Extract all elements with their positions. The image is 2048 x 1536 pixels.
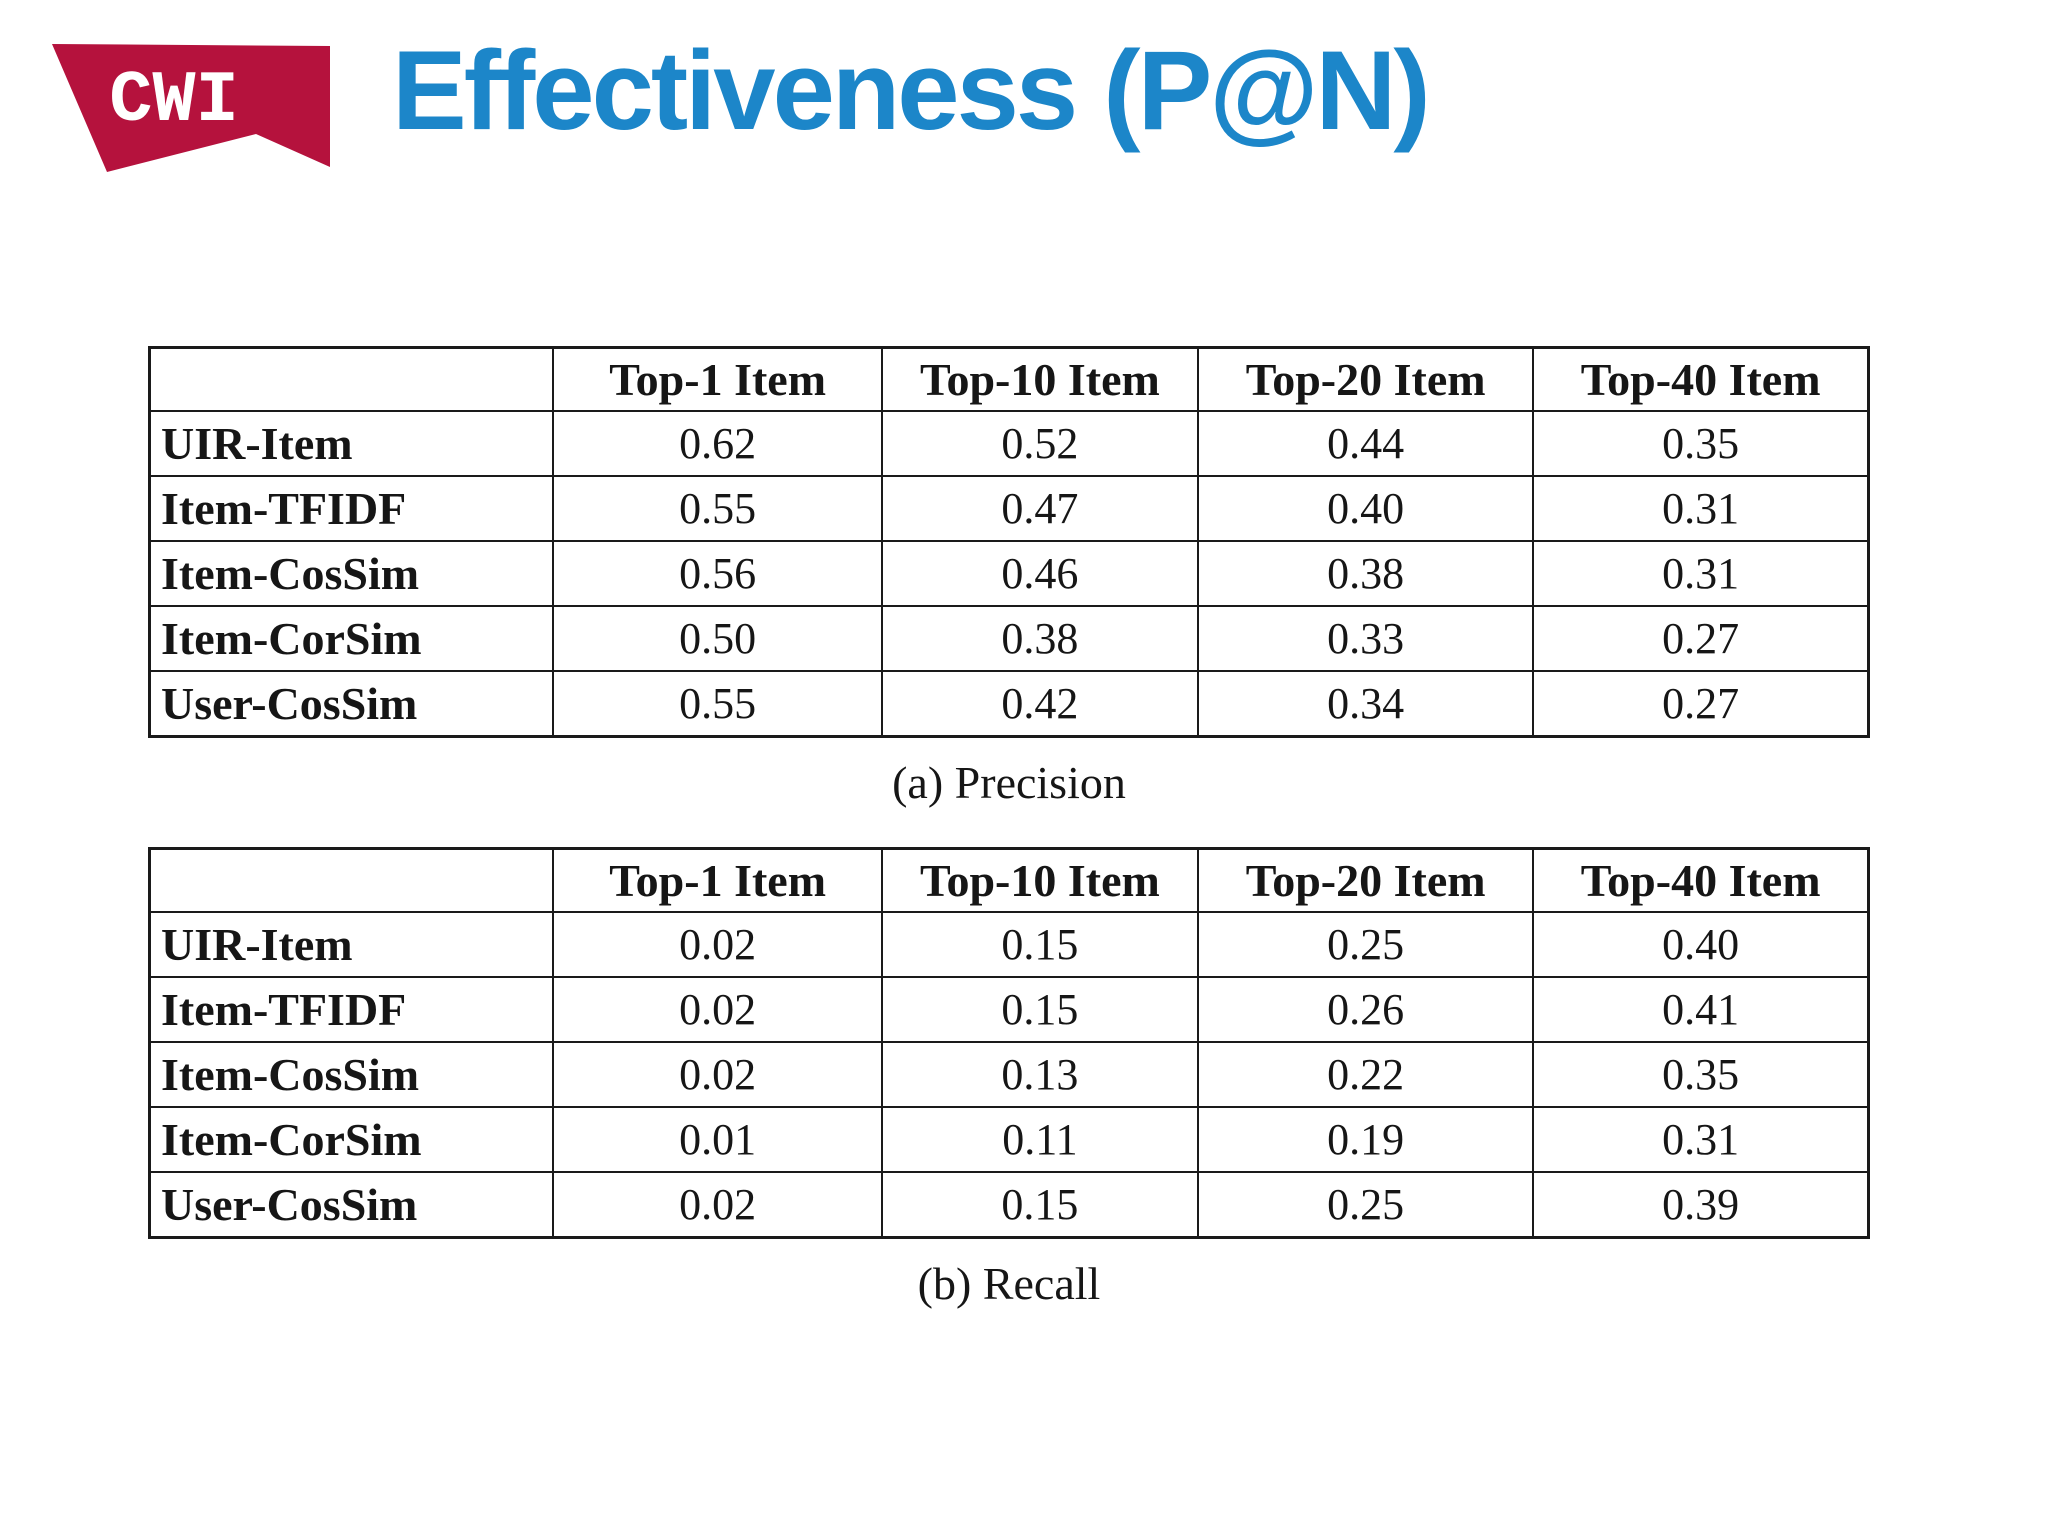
header-cell-top10: Top-10 Item <box>880 847 1200 913</box>
value-cell: 0.15 <box>880 976 1200 1043</box>
value-cell: 0.55 <box>552 670 883 738</box>
recall-table: Top-1 Item Top-10 Item Top-20 Item Top-4… <box>148 847 1870 1239</box>
table-row: UIR-Item 0.62 0.52 0.44 0.35 <box>148 410 1870 477</box>
table-row: Item-CosSim 0.02 0.13 0.22 0.35 <box>148 1041 1870 1108</box>
value-cell: 0.27 <box>1532 605 1870 672</box>
value-cell: 0.13 <box>880 1041 1200 1108</box>
value-cell: 0.39 <box>1532 1171 1870 1239</box>
row-label: User-CosSim <box>148 1171 555 1239</box>
value-cell: 0.31 <box>1532 475 1870 542</box>
table-row: Item-TFIDF 0.02 0.15 0.26 0.41 <box>148 976 1870 1043</box>
header-cell-empty <box>148 346 555 412</box>
value-cell: 0.47 <box>880 475 1200 542</box>
value-cell: 0.38 <box>880 605 1200 672</box>
value-cell: 0.02 <box>552 911 883 978</box>
header-cell-top40: Top-40 Item <box>1532 847 1870 913</box>
value-cell: 0.11 <box>880 1106 1200 1173</box>
value-cell: 0.44 <box>1197 410 1535 477</box>
recall-table-body: UIR-Item 0.02 0.15 0.25 0.40 Item-TFIDF 0.02 0.… <box>148 911 1870 1239</box>
value-cell: 0.01 <box>552 1106 883 1173</box>
value-cell: 0.52 <box>880 410 1200 477</box>
precision-caption: (a) Precision <box>892 757 1126 808</box>
precision-table-body: UIR-Item 0.62 0.52 0.44 0.35 Item-TFIDF 0.55 0.… <box>148 410 1870 738</box>
header-cell-top1: Top-1 Item <box>552 847 883 913</box>
value-cell: 0.26 <box>1197 976 1535 1043</box>
cwi-logo-shape <box>52 44 330 172</box>
header-row: Top-1 Item Top-10 Item Top-20 Item Top-4… <box>148 346 1870 412</box>
value-cell: 0.56 <box>552 540 883 607</box>
value-cell: 0.33 <box>1197 605 1535 672</box>
precision-table: Top-1 Item Top-10 Item Top-20 Item Top-4… <box>148 346 1870 738</box>
row-label: Item-CosSim <box>148 540 555 607</box>
table-row: User-CosSim 0.02 0.15 0.25 0.39 <box>148 1171 1870 1239</box>
value-cell: 0.55 <box>552 475 883 542</box>
value-cell: 0.38 <box>1197 540 1535 607</box>
header-cell-top10: Top-10 Item <box>880 346 1200 412</box>
row-label: Item-CosSim <box>148 1041 555 1108</box>
row-label: Item-CorSim <box>148 605 555 672</box>
value-cell: 0.62 <box>552 410 883 477</box>
header-cell-top20: Top-20 Item <box>1197 847 1535 913</box>
header-cell-empty <box>148 847 555 913</box>
value-cell: 0.02 <box>552 1041 883 1108</box>
value-cell: 0.50 <box>552 605 883 672</box>
recall-table-header: Top-1 Item Top-10 Item Top-20 Item Top-4… <box>148 847 1870 913</box>
value-cell: 0.40 <box>1532 911 1870 978</box>
value-cell: 0.02 <box>552 976 883 1043</box>
value-cell: 0.35 <box>1532 1041 1870 1108</box>
cwi-logo-svg: CWI <box>52 44 330 172</box>
row-label: Item-CorSim <box>148 1106 555 1173</box>
row-label: UIR-Item <box>148 911 555 978</box>
value-cell: 0.02 <box>552 1171 883 1239</box>
value-cell: 0.31 <box>1532 540 1870 607</box>
table-row: UIR-Item 0.02 0.15 0.25 0.40 <box>148 911 1870 978</box>
header-row: Top-1 Item Top-10 Item Top-20 Item Top-4… <box>148 847 1870 913</box>
value-cell: 0.27 <box>1532 670 1870 738</box>
row-label: User-CosSim <box>148 670 555 738</box>
page-title: Effectiveness (P@N) <box>392 28 1431 153</box>
table-row: Item-CorSim 0.50 0.38 0.33 0.27 <box>148 605 1870 672</box>
header-cell-top1: Top-1 Item <box>552 346 883 412</box>
value-cell: 0.40 <box>1197 475 1535 542</box>
table-row: User-CosSim 0.55 0.42 0.34 0.27 <box>148 670 1870 738</box>
header-cell-top40: Top-40 Item <box>1532 346 1870 412</box>
value-cell: 0.41 <box>1532 976 1870 1043</box>
table-row: Item-CorSim 0.01 0.11 0.19 0.31 <box>148 1106 1870 1173</box>
tables-area: Top-1 Item Top-10 Item Top-20 Item Top-4… <box>148 346 1870 1310</box>
value-cell: 0.46 <box>880 540 1200 607</box>
value-cell: 0.35 <box>1532 410 1870 477</box>
value-cell: 0.25 <box>1197 911 1535 978</box>
value-cell: 0.25 <box>1197 1171 1535 1239</box>
value-cell: 0.34 <box>1197 670 1535 738</box>
recall-caption: (b) Recall <box>917 1258 1101 1309</box>
cwi-logo-text: CWI <box>109 60 239 142</box>
header-cell-top20: Top-20 Item <box>1197 346 1535 412</box>
value-cell: 0.15 <box>880 911 1200 978</box>
row-label: Item-TFIDF <box>148 475 555 542</box>
table-row: Item-TFIDF 0.55 0.47 0.40 0.31 <box>148 475 1870 542</box>
value-cell: 0.42 <box>880 670 1200 738</box>
value-cell: 0.19 <box>1197 1106 1535 1173</box>
precision-table-header: Top-1 Item Top-10 Item Top-20 Item Top-4… <box>148 346 1870 412</box>
value-cell: 0.31 <box>1532 1106 1870 1173</box>
value-cell: 0.15 <box>880 1171 1200 1239</box>
cwi-logo: CWI <box>40 30 340 180</box>
table-row: Item-CosSim 0.56 0.46 0.38 0.31 <box>148 540 1870 607</box>
row-label: UIR-Item <box>148 410 555 477</box>
value-cell: 0.22 <box>1197 1041 1535 1108</box>
row-label: Item-TFIDF <box>148 976 555 1043</box>
